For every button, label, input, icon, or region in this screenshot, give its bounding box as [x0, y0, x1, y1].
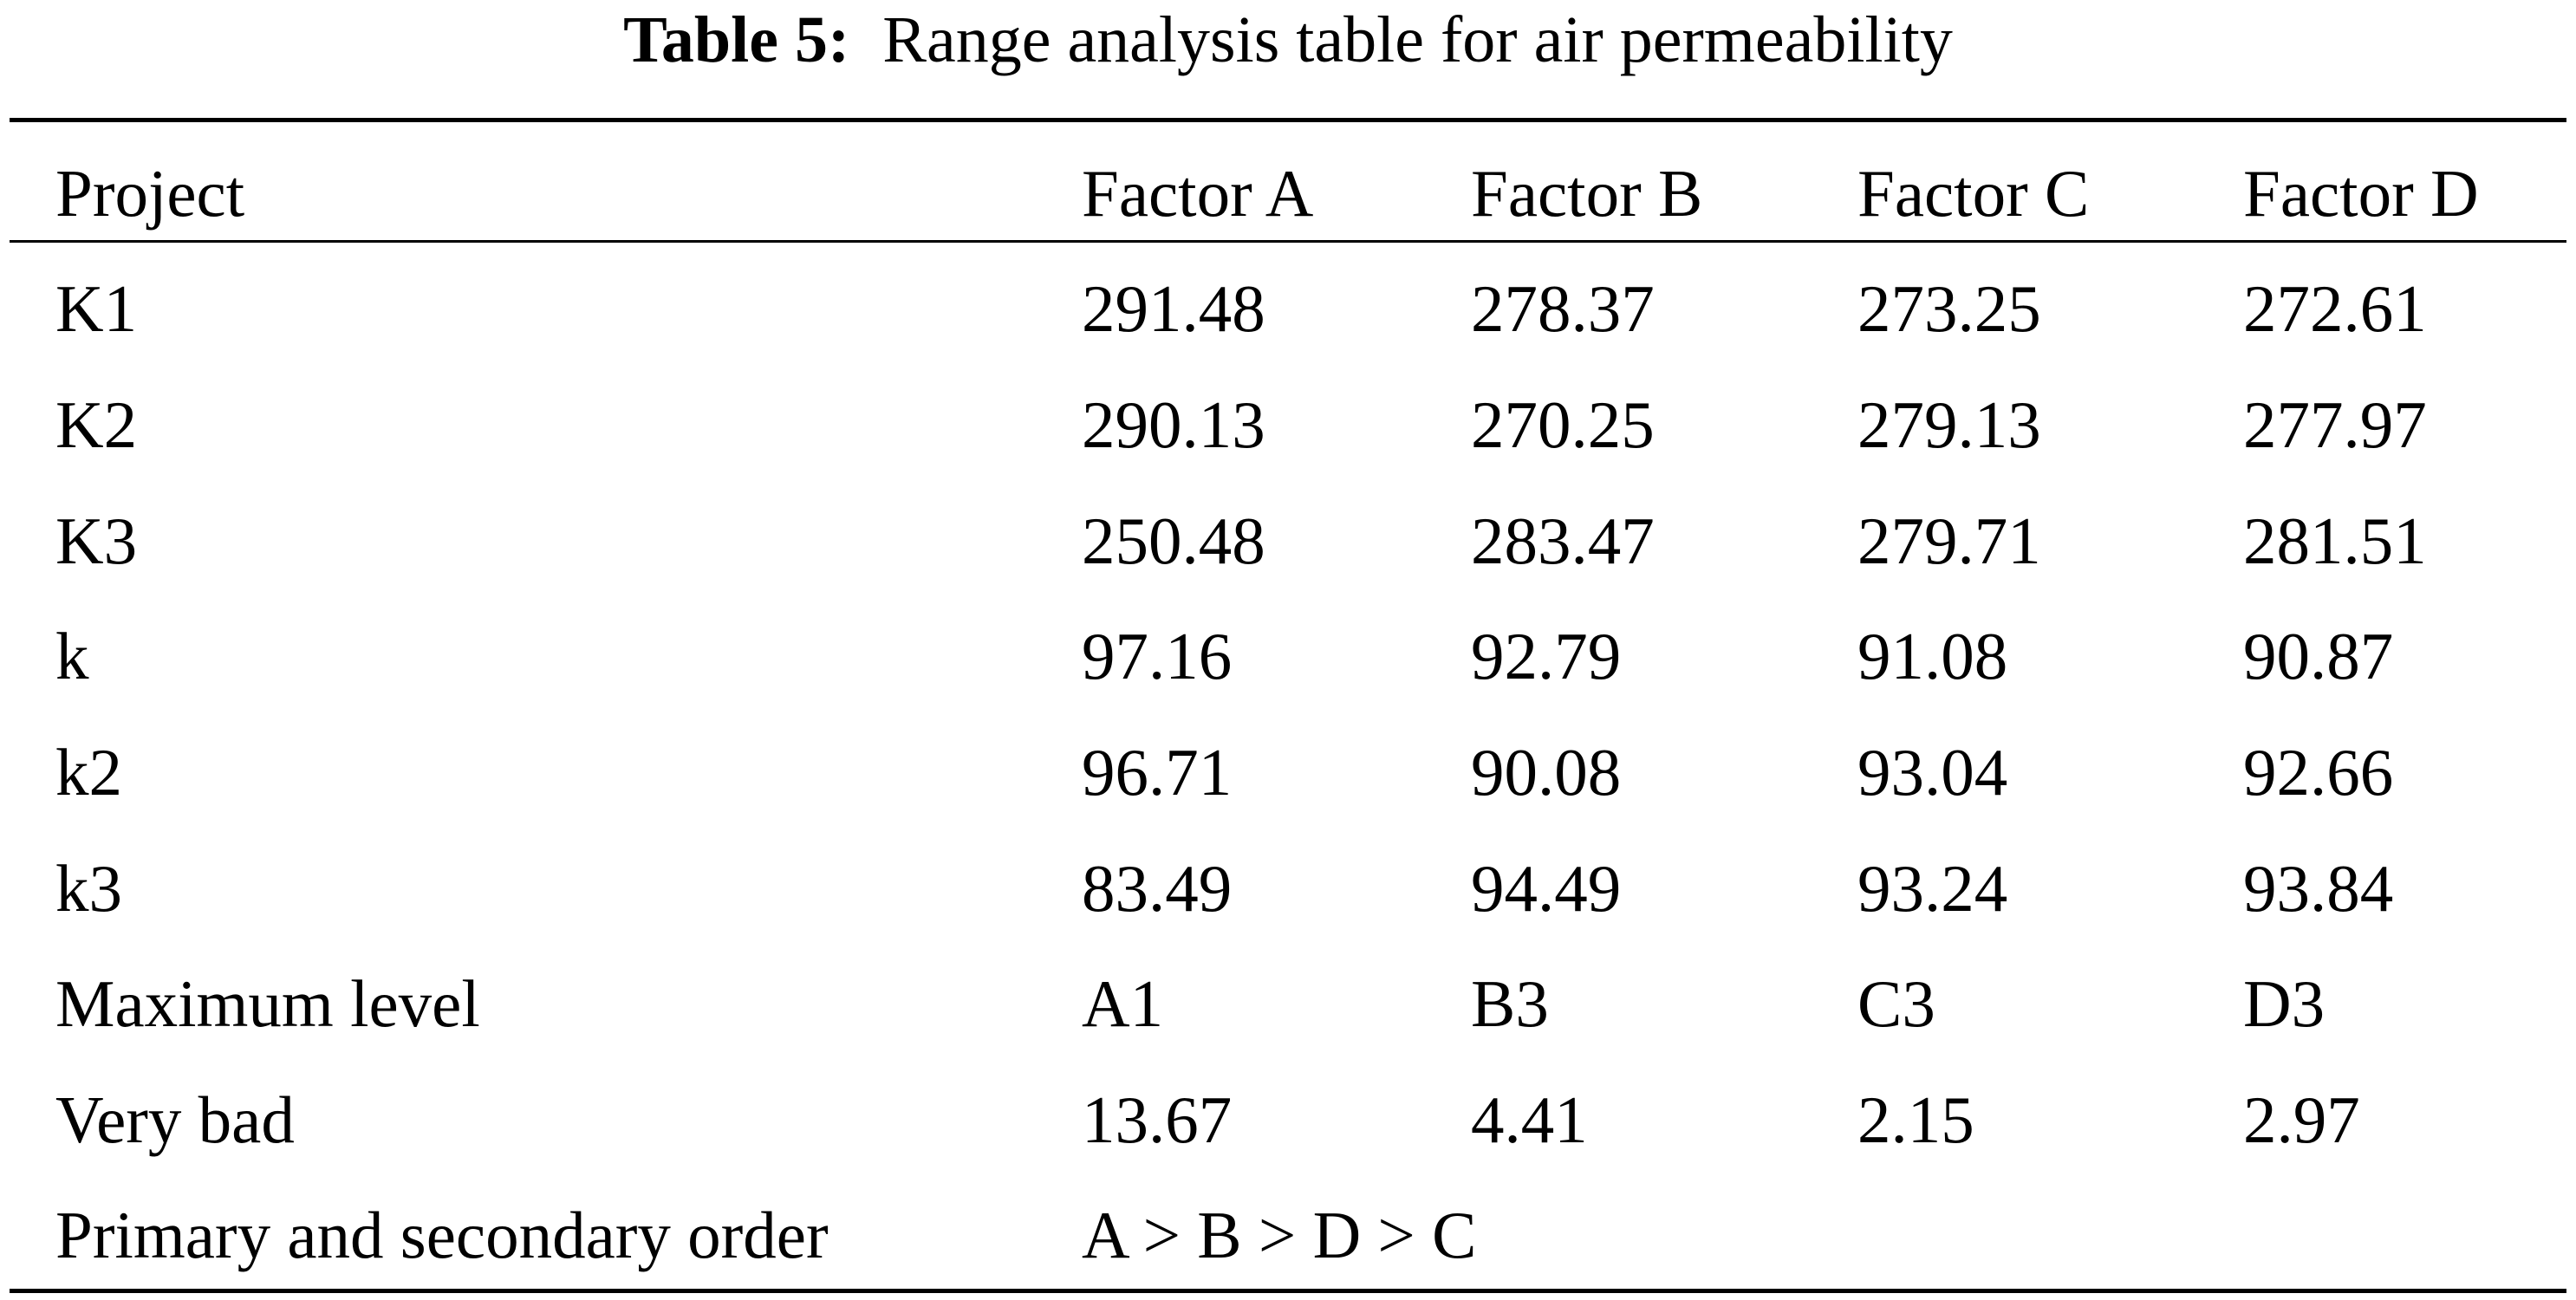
table-cell: 272.61	[2243, 271, 2427, 346]
row-label: K3	[55, 504, 138, 578]
table-caption: Table 5: Range analysis table for air pe…	[0, 0, 2576, 80]
row-label: k3	[55, 851, 122, 926]
header-project: Project	[55, 156, 245, 231]
table-cell: 83.49	[1082, 851, 1233, 926]
header-factor-d: Factor D	[2243, 156, 2479, 231]
table-cell: 92.66	[2243, 735, 2394, 809]
row-label: Maximum level	[55, 966, 480, 1041]
table-cell: 250.48	[1082, 504, 1265, 578]
table-cell: 281.51	[2243, 504, 2427, 578]
table-cell: 93.04	[1857, 735, 2008, 809]
row-label: k2	[55, 735, 122, 809]
table-cell: 273.25	[1857, 271, 2041, 346]
table-row: k3 83.49 94.49 93.24 93.84	[0, 830, 2576, 946]
table-row: k 97.16 92.79 91.08 90.87	[0, 598, 2576, 714]
table-bottom-rule	[10, 1289, 2566, 1293]
table-cell: 93.84	[2243, 851, 2394, 926]
table-cell: 278.37	[1471, 271, 1655, 346]
table-top-rule	[10, 118, 2566, 122]
table-cell: 2.97	[2243, 1082, 2360, 1157]
table-cell: 90.08	[1471, 735, 1622, 809]
header-factor-b: Factor B	[1471, 156, 1703, 231]
table-header-row: Project Factor A Factor B Factor C Facto…	[0, 135, 2576, 251]
row-label: Very bad	[55, 1082, 295, 1157]
header-factor-a: Factor A	[1082, 156, 1314, 231]
table-cell: 283.47	[1471, 504, 1655, 578]
order-value: A > B > D > C	[1082, 1198, 1477, 1272]
table-row: Maximum level A1 B3 C3 D3	[0, 946, 2576, 1062]
table-caption-label: Table 5:	[623, 3, 850, 76]
table-cell: 92.79	[1471, 619, 1622, 693]
table-cell: 290.13	[1082, 387, 1265, 462]
table-cell: B3	[1471, 966, 1549, 1041]
table-header-rule	[10, 240, 2566, 243]
row-label: K1	[55, 271, 138, 346]
table-cell: 270.25	[1471, 387, 1655, 462]
table-cell: 13.67	[1082, 1082, 1233, 1157]
table-cell: 277.97	[2243, 387, 2427, 462]
table-cell: 279.71	[1857, 504, 2041, 578]
table-row: Very bad 13.67 4.41 2.15 2.97	[0, 1062, 2576, 1178]
table-cell: 96.71	[1082, 735, 1233, 809]
table-row-order: Primary and secondary order A > B > D > …	[0, 1177, 2576, 1293]
table-cell: 91.08	[1857, 619, 2008, 693]
table-cell: 90.87	[2243, 619, 2394, 693]
row-label: k	[55, 619, 89, 693]
row-label: K2	[55, 387, 138, 462]
row-label: Primary and secondary order	[55, 1198, 829, 1272]
table-row: k2 96.71 90.08 93.04 92.66	[0, 714, 2576, 830]
table-cell: 93.24	[1857, 851, 2008, 926]
table-row: K2 290.13 270.25 279.13 277.97	[0, 367, 2576, 483]
table-cell: A1	[1082, 966, 1164, 1041]
table-cell: 4.41	[1471, 1082, 1588, 1157]
table-cell: 291.48	[1082, 271, 1265, 346]
table-caption-text: Range analysis table for air permeabilit…	[882, 3, 1953, 76]
table-cell: C3	[1857, 966, 1935, 1041]
table-row: K1 291.48 278.37 273.25 272.61	[0, 250, 2576, 367]
table-cell: D3	[2243, 966, 2326, 1041]
table-cell: 94.49	[1471, 851, 1622, 926]
table-row: K3 250.48 283.47 279.71 281.51	[0, 483, 2576, 599]
header-factor-c: Factor C	[1857, 156, 2090, 231]
table-cell: 97.16	[1082, 619, 1233, 693]
table-cell: 279.13	[1857, 387, 2041, 462]
table-cell: 2.15	[1857, 1082, 1974, 1157]
